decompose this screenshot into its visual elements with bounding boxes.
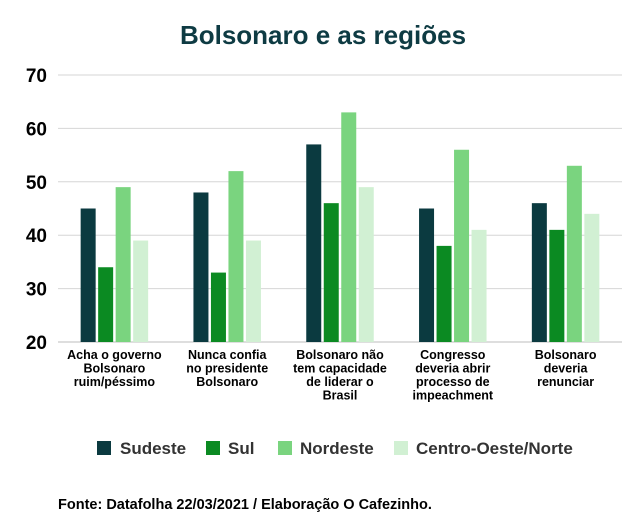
bar [454, 149, 470, 342]
legend-swatch [206, 441, 220, 455]
bar [584, 213, 600, 342]
y-tick-label: 70 [26, 66, 47, 87]
legend-label: Nordeste [300, 439, 374, 458]
bar [358, 187, 374, 342]
bar [98, 267, 114, 342]
bar [419, 208, 435, 342]
bar [115, 187, 131, 342]
gridlines [58, 74, 622, 343]
bar [323, 203, 339, 342]
legend-swatch [278, 441, 292, 455]
bar [341, 112, 357, 342]
legend-swatch [97, 441, 111, 455]
y-tick-label: 50 [26, 173, 47, 194]
legend: Sudeste Sul Nordeste Centro-Oeste/Norte [97, 439, 573, 458]
bar [193, 192, 209, 342]
bar [210, 272, 226, 342]
y-tick-label: 20 [26, 333, 47, 354]
y-tick-label: 60 [26, 119, 47, 140]
x-tick-label: Acha o governo Bolsonaro ruim/péssimo [67, 348, 162, 389]
legend-item: Nordeste [278, 439, 374, 458]
legend-label: Sudeste [120, 439, 186, 458]
bar [436, 245, 452, 342]
legend-item: Sudeste [97, 439, 186, 458]
bars [80, 112, 600, 342]
bar [471, 229, 487, 342]
bar [245, 240, 261, 342]
legend-label: Sul [228, 439, 254, 458]
chart-title: Bolsonaro e as regiões [180, 20, 466, 50]
x-tick-label: Bolsonaro deveria renunciar [535, 348, 597, 389]
legend-swatch [394, 441, 408, 455]
legend-label: Centro-Oeste/Norte [416, 439, 573, 458]
bar [306, 144, 322, 342]
y-tick-label: 40 [26, 226, 47, 247]
x-axis-labels: Acha o governo Bolsonaro ruim/péssimo Nunca… [67, 348, 597, 403]
legend-item: Sul [206, 439, 254, 458]
bar [133, 240, 149, 342]
bar [531, 203, 547, 342]
bar [549, 229, 565, 342]
x-tick-label: Nunca confia no presidente Bolsonaro [186, 348, 268, 389]
bar [228, 171, 244, 342]
source-note: Fonte: Datafolha 22/03/2021 / Elaboração… [58, 497, 432, 513]
bar [80, 208, 96, 342]
y-tick-label: 30 [26, 280, 47, 301]
x-tick-label: Congresso deveria abrir processo de impeach… [413, 348, 494, 403]
bar [566, 165, 582, 342]
legend-item: Centro-Oeste/Norte [394, 439, 573, 458]
y-axis-ticks: 20 30 40 50 60 70 [26, 66, 47, 354]
